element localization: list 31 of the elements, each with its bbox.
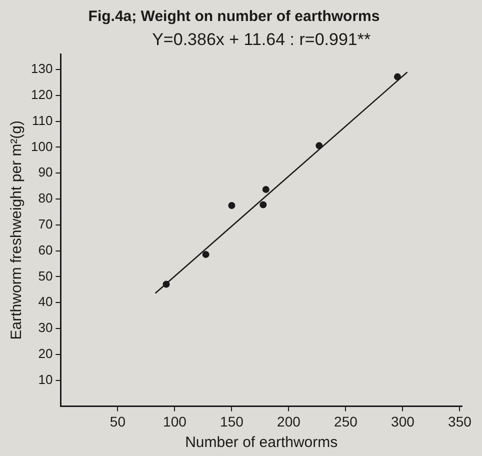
chart-title: Fig.4a; Weight on number of earthworms: [88, 8, 380, 26]
x-tick-label: 350: [448, 413, 472, 430]
point: [262, 186, 270, 193]
y-axis-title: Earthworm freshweight per m²(g): [8, 120, 26, 340]
y-tick-label: 130: [30, 61, 53, 76]
y-tick-label: 80: [38, 190, 53, 206]
point: [162, 280, 170, 288]
y-tick-label: 20: [38, 346, 53, 361]
point: [202, 250, 210, 258]
y-tick-label: 10: [38, 372, 53, 387]
y-tick-label: 50: [38, 268, 53, 284]
point: [316, 142, 323, 150]
x-axis-title: Number of earthworms: [185, 434, 338, 452]
y-tick-label: 40: [38, 294, 53, 310]
x-tick-label: 200: [277, 413, 301, 430]
x-tick-label: 300: [391, 413, 415, 430]
y-tick-label: 110: [32, 112, 53, 128]
x-tick-label: 50: [110, 413, 126, 430]
y-tick-label: 120: [30, 87, 53, 102]
point: [228, 202, 236, 209]
y-tick-label: 70: [38, 216, 53, 232]
x-tick-label: 150: [220, 413, 244, 430]
point: [260, 201, 267, 208]
text: Y=0.386x + 11.64 : r=0.991**: [152, 30, 371, 50]
x-tick-label: 100: [163, 413, 187, 430]
y-tick-label: 60: [38, 242, 53, 258]
y-tick-label: 100: [30, 138, 53, 154]
x-tick-label: 250: [334, 413, 358, 430]
y-tick-label: 30: [38, 320, 53, 336]
y-tick-label: 90: [38, 164, 53, 180]
point: [394, 73, 401, 80]
